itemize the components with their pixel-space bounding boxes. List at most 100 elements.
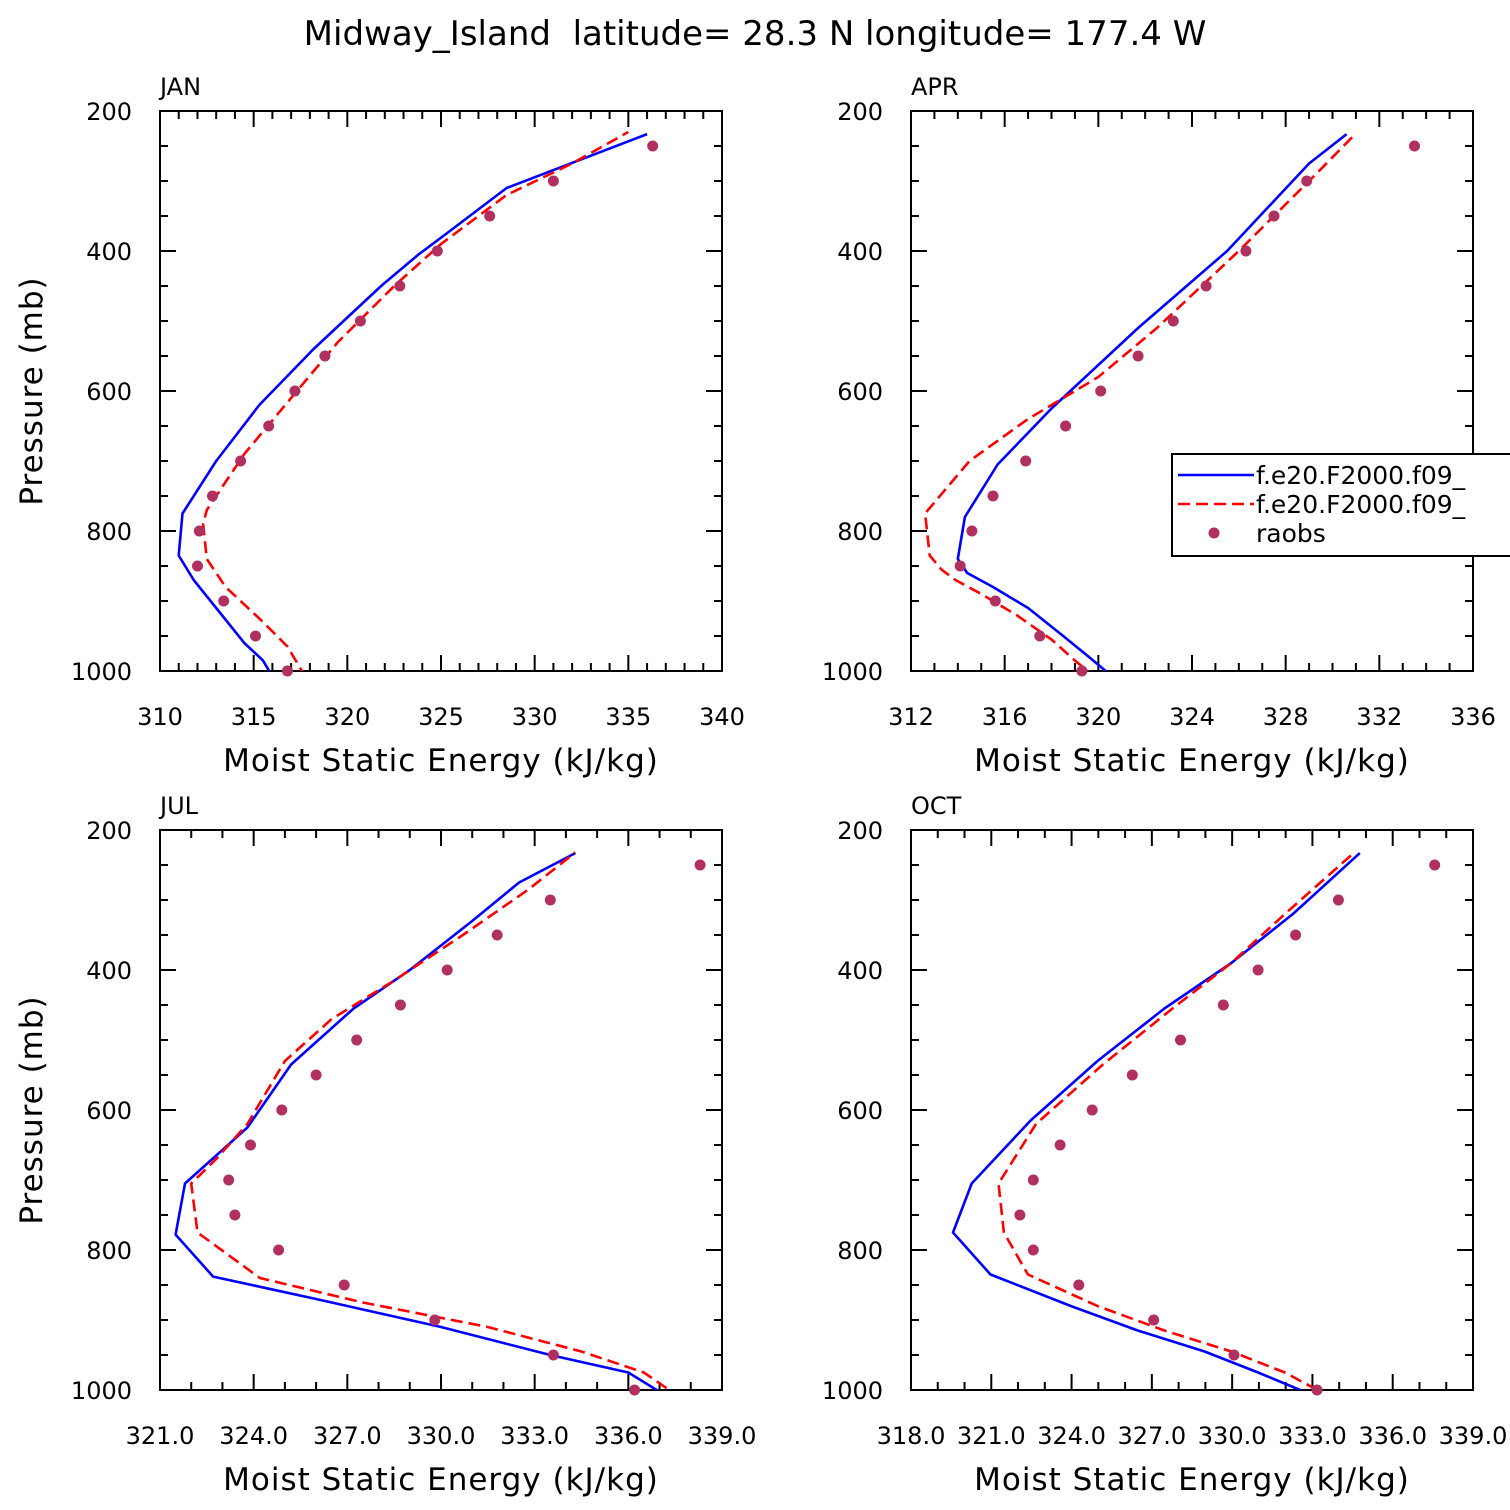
plot-frame xyxy=(910,829,1474,1391)
x-tick-label: 330.0 xyxy=(407,1422,476,1450)
x-tick-label: 336 xyxy=(1450,703,1496,731)
y-axis-label: Pressure (mb) xyxy=(14,276,50,505)
panel-label: JUL xyxy=(158,792,199,820)
y-tick-label: 400 xyxy=(837,957,883,985)
raobs-point xyxy=(966,525,978,537)
raobs-point xyxy=(1240,245,1252,257)
y-tick-label: 200 xyxy=(837,98,883,126)
raobs-point xyxy=(394,999,406,1011)
y-tick-label: 800 xyxy=(86,518,132,546)
raobs-point xyxy=(1054,1139,1066,1151)
raobs-point xyxy=(245,1139,256,1151)
raobs-point xyxy=(441,964,453,976)
x-tick-label: 312 xyxy=(888,703,934,731)
y-tick-label: 800 xyxy=(837,518,883,546)
raobs-point xyxy=(547,175,559,187)
raobs-point xyxy=(429,1314,441,1326)
x-tick-label: 324 xyxy=(1169,703,1215,731)
x-tick-label: 336.0 xyxy=(594,1422,663,1450)
raobs-point xyxy=(192,560,203,572)
series-line-dashed xyxy=(997,851,1356,1390)
panel-label: OCT xyxy=(911,792,962,820)
y-tick-label: 400 xyxy=(837,238,883,266)
raobs-point xyxy=(491,929,503,941)
series-line-dashed xyxy=(923,132,1357,671)
x-tick-label: 321.0 xyxy=(957,1422,1026,1450)
raobs-point xyxy=(1132,350,1144,362)
y-tick-label: 800 xyxy=(86,1237,132,1265)
raobs-point xyxy=(394,280,406,292)
raobs-point xyxy=(1086,1104,1098,1116)
y-tick-label: 1000 xyxy=(822,658,883,686)
x-tick-label: 325 xyxy=(418,703,464,731)
x-tick-label: 336.0 xyxy=(1358,1422,1427,1450)
raobs-point xyxy=(1301,175,1313,187)
x-tick-label: 339.0 xyxy=(1439,1422,1508,1450)
raobs-point xyxy=(954,560,966,572)
x-tick-label: 316 xyxy=(982,703,1028,731)
raobs-point xyxy=(484,210,496,222)
raobs-point xyxy=(1217,999,1229,1011)
x-tick-label: 333.0 xyxy=(1278,1422,1347,1450)
raobs-point xyxy=(354,315,366,327)
raobs-point xyxy=(544,894,556,906)
raobs-point xyxy=(1073,1279,1085,1291)
y-tick-label: 400 xyxy=(86,957,132,985)
raobs-point xyxy=(1175,1034,1186,1046)
x-tick-label: 324.0 xyxy=(1037,1422,1106,1450)
y-tick-label: 600 xyxy=(837,1097,883,1125)
raobs-point xyxy=(193,525,205,537)
y-axis-label: Pressure (mb) xyxy=(14,995,50,1224)
raobs-point xyxy=(1429,859,1441,871)
x-tick-label: 310 xyxy=(137,703,183,731)
raobs-point xyxy=(351,1034,363,1046)
legend-label: raobs xyxy=(1256,519,1326,548)
raobs-point xyxy=(647,140,659,152)
panel-label: APR xyxy=(911,73,959,101)
raobs-point xyxy=(1200,280,1212,292)
series-line-solid xyxy=(951,852,1361,1390)
y-tick-label: 1000 xyxy=(822,1377,883,1405)
raobs-point xyxy=(1252,964,1264,976)
y-tick-label: 600 xyxy=(86,378,132,406)
raobs-point xyxy=(1409,140,1420,152)
y-tick-label: 400 xyxy=(86,238,132,266)
raobs-point xyxy=(547,1349,559,1361)
raobs-point xyxy=(263,420,275,432)
raobs-point xyxy=(1027,1244,1039,1256)
y-tick-label: 600 xyxy=(86,1097,132,1125)
x-tick-label: 328 xyxy=(1263,703,1309,731)
raobs-point xyxy=(281,665,293,677)
legend: f.e20.F2000.f09_f.e20.F2000.f09_raobs xyxy=(1171,453,1510,557)
plot-frame xyxy=(159,829,723,1391)
raobs-point xyxy=(694,859,706,871)
raobs-point xyxy=(235,455,247,467)
x-axis-label: Moist Static Energy (kJ/kg) xyxy=(974,1462,1410,1498)
legend-box xyxy=(1171,453,1510,557)
raobs-point xyxy=(431,245,443,257)
x-tick-label: 327.0 xyxy=(313,1422,382,1450)
raobs-point xyxy=(1027,1174,1039,1186)
y-tick-label: 1000 xyxy=(71,658,132,686)
y-tick-label: 200 xyxy=(86,98,132,126)
raobs-point xyxy=(1034,630,1046,642)
y-tick-label: 200 xyxy=(837,817,883,845)
x-tick-label: 324.0 xyxy=(219,1422,288,1450)
x-tick-label: 321.0 xyxy=(126,1422,195,1450)
raobs-point xyxy=(338,1279,350,1291)
x-tick-label: 333.0 xyxy=(500,1422,569,1450)
series-line-solid xyxy=(177,132,648,671)
x-tick-label: 320 xyxy=(324,703,370,731)
raobs-point xyxy=(207,490,218,502)
raobs-point xyxy=(1020,455,1032,467)
series-line-solid xyxy=(174,851,660,1390)
raobs-point xyxy=(1076,665,1088,677)
raobs-point xyxy=(1095,385,1107,397)
x-axis-label: Moist Static Energy (kJ/kg) xyxy=(223,1462,659,1498)
x-tick-label: 330.0 xyxy=(1198,1422,1267,1450)
x-tick-label: 339.0 xyxy=(688,1422,757,1450)
x-axis-label: Moist Static Energy (kJ/kg) xyxy=(974,743,1410,779)
raobs-point xyxy=(1332,894,1344,906)
